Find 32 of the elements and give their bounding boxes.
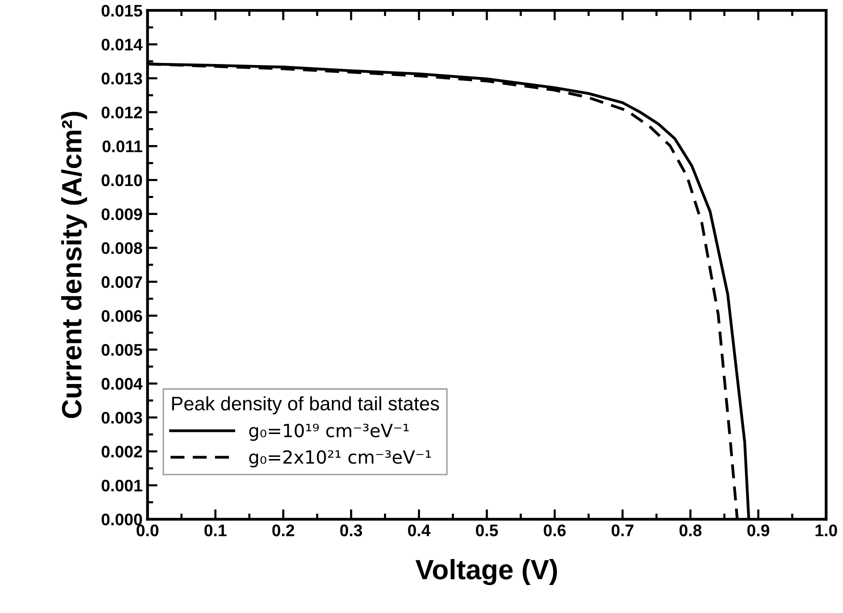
legend-label: g₀=10¹⁹ cm⁻³eV⁻¹ [249, 424, 409, 441]
x-tick-label: 0.3 [340, 524, 362, 536]
x-tick-label: 0.1 [204, 524, 227, 536]
x-tick-label: 0.7 [612, 524, 634, 536]
y-tick-label: 0.001 [102, 480, 142, 492]
x-tick-label: 0.9 [747, 524, 770, 536]
legend-title: Peak density of band tail states [172, 396, 440, 414]
y-tick-label: 0.012 [102, 106, 142, 118]
x-tick-label: 0.2 [272, 524, 294, 536]
x-tick-label: 0.5 [476, 524, 498, 536]
y-tick-label: 0.013 [102, 72, 142, 84]
x-axis-title: Voltage (V) [416, 559, 557, 586]
y-tick-label: 0.000 [102, 514, 142, 526]
y-tick-label: 0.003 [102, 412, 142, 424]
x-tick-label: 0.6 [544, 524, 566, 536]
y-tick-label: 0.008 [102, 242, 142, 254]
y-tick-label: 0.015 [102, 4, 142, 17]
x-tick-label: 0.4 [408, 524, 430, 536]
x-tick-label: 0.8 [679, 524, 702, 536]
y-tick-label: 0.014 [102, 38, 143, 51]
y-tick-label: 0.010 [102, 174, 142, 186]
y-tick-label: 0.006 [102, 310, 142, 322]
y-tick-label: 0.011 [102, 140, 142, 152]
y-tick-label: 0.002 [102, 446, 142, 458]
x-tick-label: 1.0 [816, 524, 838, 536]
legend-label: g₀=2x10²¹ cm⁻³eV⁻¹ [249, 450, 431, 468]
y-tick-label: 0.007 [102, 276, 142, 288]
y-axis-title: Current density (A/cm²) [61, 112, 88, 418]
x-tick-label: 0.0 [136, 524, 158, 536]
y-tick-label: 0.004 [102, 378, 143, 390]
y-tick-label: 0.009 [102, 208, 142, 220]
y-tick-label: 0.005 [102, 344, 142, 356]
